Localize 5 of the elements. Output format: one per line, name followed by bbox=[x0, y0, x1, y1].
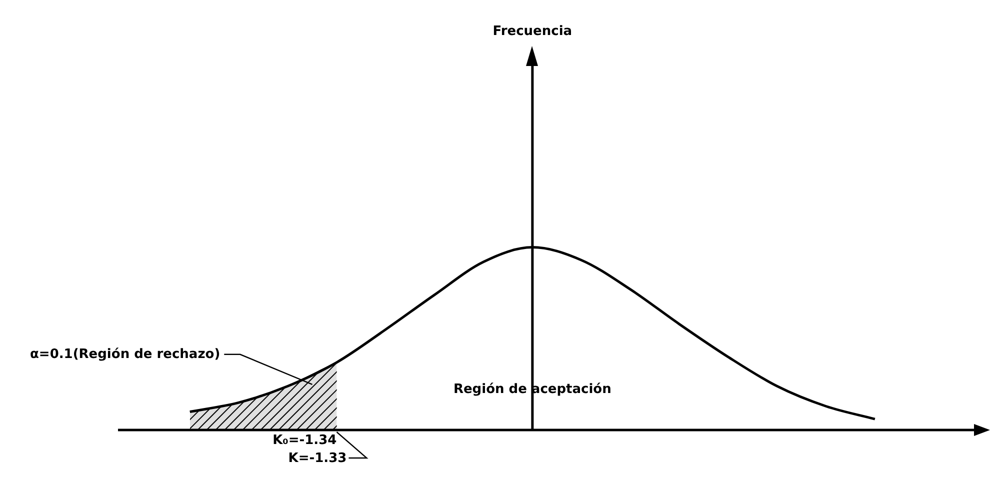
text: α=0.1(Región de rechazo) bbox=[30, 346, 220, 362]
text: K₀=-1.34 bbox=[272, 432, 337, 448]
text: K=-1.33 bbox=[288, 450, 347, 466]
text: Frecuencia bbox=[492, 24, 572, 39]
annotation: Región de aceptación bbox=[453, 382, 612, 398]
